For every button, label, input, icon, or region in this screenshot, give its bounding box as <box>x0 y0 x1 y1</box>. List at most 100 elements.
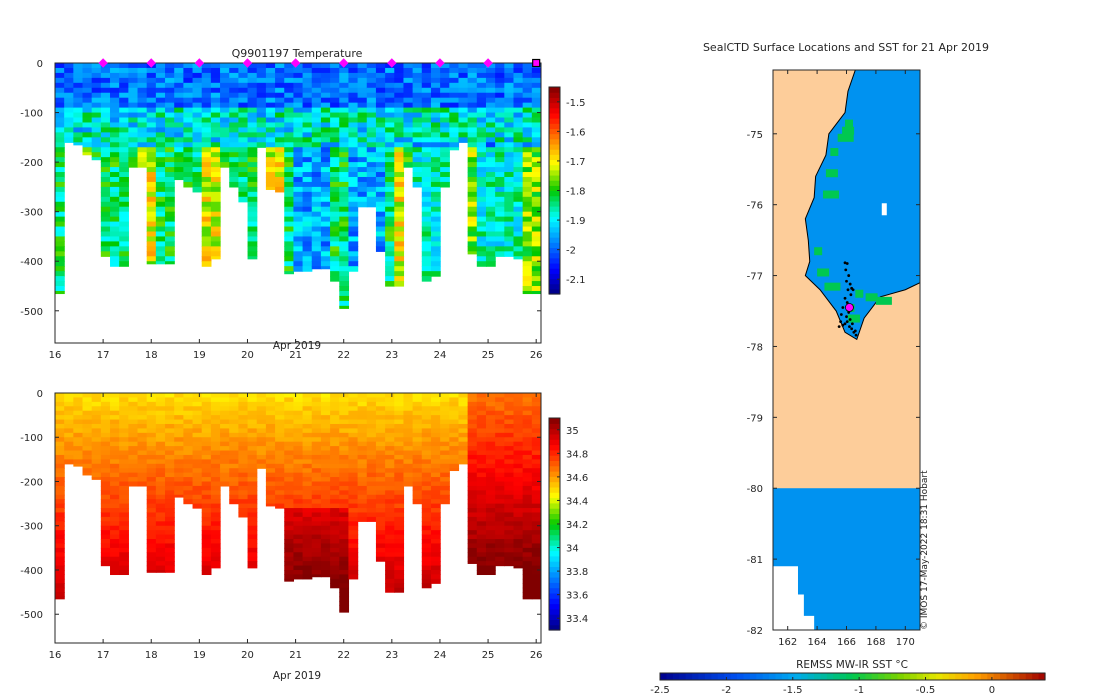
sal-heatmap-cell <box>265 446 276 452</box>
sal-heatmap-cell <box>421 468 432 474</box>
sal-colorbar-tick-label: 34.6 <box>566 473 588 484</box>
sal-heatmap-cell <box>504 494 515 500</box>
temp-heatmap-cell <box>339 142 350 148</box>
temp-heatmap-cell <box>284 63 295 69</box>
temp-heatmap-cell <box>210 87 221 94</box>
sal-heatmap-cell <box>229 406 239 412</box>
temp-heatmap-cell <box>302 196 313 203</box>
sal-heatmap-cell <box>174 401 184 407</box>
temp-heatmap-cell <box>155 162 166 168</box>
sal-heatmap-cell <box>366 485 377 491</box>
sal-heatmap-cell <box>293 472 304 478</box>
sst-colorbar-swatch <box>724 673 732 680</box>
sal-heatmap-cell <box>146 454 157 460</box>
seal-position <box>845 262 849 265</box>
sal-heatmap-cell <box>467 561 478 564</box>
sal-heatmap-cell <box>513 547 524 553</box>
sal-heatmap-cell <box>155 437 166 443</box>
temp-heatmap-cell <box>64 112 74 119</box>
temp-colorbar-swatch <box>549 216 560 223</box>
sal-heatmap-cell <box>522 512 533 518</box>
temp-heatmap-cell <box>330 201 340 208</box>
temp-heatmap-cell <box>220 63 230 69</box>
sal-heatmap-cell <box>174 419 184 425</box>
sal-heatmap-cell <box>375 534 386 540</box>
temp-heatmap-cell <box>412 107 423 114</box>
temp-heatmap-cell <box>449 82 460 89</box>
temp-heatmap-cell <box>375 201 386 208</box>
sal-heatmap-cell <box>421 490 432 496</box>
temp-heatmap-cell <box>421 162 432 168</box>
temp-heatmap-cell <box>265 137 276 143</box>
temp-heatmap-cell <box>165 211 175 218</box>
sal-heatmap-cell <box>201 423 212 429</box>
sal-y-tick-label: -500 <box>20 610 43 621</box>
sal-heatmap-cell <box>430 485 441 491</box>
temp-heatmap-cell <box>485 137 496 143</box>
temp-heatmap-cell <box>238 181 249 188</box>
sal-heatmap-cell <box>293 446 304 452</box>
sal-heatmap-cell <box>330 454 340 460</box>
temp-heatmap-cell <box>513 117 524 124</box>
temp-heatmap-cell <box>293 251 304 257</box>
temp-heatmap-cell <box>275 107 285 114</box>
sal-heatmap-cell <box>348 410 359 416</box>
temp-heatmap-cell <box>421 226 432 233</box>
sal-heatmap-cell <box>421 401 432 407</box>
temp-heatmap-cell <box>330 271 340 277</box>
sal-heatmap-cell <box>385 508 395 514</box>
sal-heatmap-cell <box>467 539 478 545</box>
temp-heatmap-cell <box>247 236 258 243</box>
temp-heatmap-cell <box>311 82 322 89</box>
temp-heatmap-cell <box>146 236 157 243</box>
sal-heatmap-cell <box>247 543 258 549</box>
sal-heatmap-cell <box>183 397 194 403</box>
temp-heatmap-cell <box>531 216 541 223</box>
temp-heatmap-cell <box>504 117 515 124</box>
sal-heatmap-cell <box>275 441 285 447</box>
sal-heatmap-cell <box>210 499 221 505</box>
temp-heatmap-cell <box>320 137 331 143</box>
temp-heatmap-cell <box>531 112 541 119</box>
temp-heatmap-cell <box>522 271 533 277</box>
sal-heatmap-cell <box>467 459 478 465</box>
sst-colorbar-swatch <box>801 673 809 680</box>
sal-heatmap-cell <box>210 415 221 421</box>
sal-heatmap-cell <box>192 468 203 474</box>
sal-heatmap-cell <box>146 508 157 514</box>
temp-heatmap-cell <box>357 92 368 99</box>
temp-heatmap-cell <box>110 157 120 163</box>
temp-heatmap-cell <box>119 152 129 158</box>
sal-heatmap-cell <box>146 499 157 505</box>
sal-heatmap-cell <box>110 569 120 576</box>
sal-heatmap-cell <box>55 547 65 553</box>
sal-heatmap-cell <box>302 521 313 527</box>
seal-position <box>848 282 852 286</box>
sal-heatmap-cell <box>522 454 533 460</box>
sal-heatmap-cell <box>201 397 212 403</box>
temp-heatmap-cell <box>440 67 450 74</box>
sal-heatmap-cell <box>137 415 148 421</box>
temp-heatmap-cell <box>265 82 276 89</box>
sal-heatmap-cell <box>421 393 432 399</box>
sal-heatmap-cell <box>458 397 469 403</box>
sal-heatmap-cell <box>476 459 487 465</box>
sal-heatmap-cell <box>348 516 359 522</box>
temp-colorbar-swatch <box>549 154 560 161</box>
sal-heatmap-cell <box>238 437 249 443</box>
sst-colorbar-swatch <box>929 673 937 680</box>
sal-heatmap-cell <box>146 516 157 522</box>
sal-heatmap-cell <box>302 428 313 434</box>
temp-heatmap-cell <box>330 157 340 163</box>
sst-colorbar-swatch <box>743 673 751 680</box>
sal-x-tick-label: 16 <box>49 650 62 661</box>
temp-heatmap-cell <box>302 72 313 79</box>
temp-heatmap-cell <box>265 142 276 148</box>
sal-heatmap-cell <box>247 450 258 456</box>
temp-heatmap-cell <box>330 186 340 193</box>
sal-heatmap-cell <box>174 472 184 478</box>
temp-heatmap-cell <box>330 142 340 148</box>
sal-heatmap-cell <box>155 446 166 452</box>
temp-heatmap-cell <box>412 112 423 119</box>
sal-heatmap-cell <box>119 450 129 456</box>
